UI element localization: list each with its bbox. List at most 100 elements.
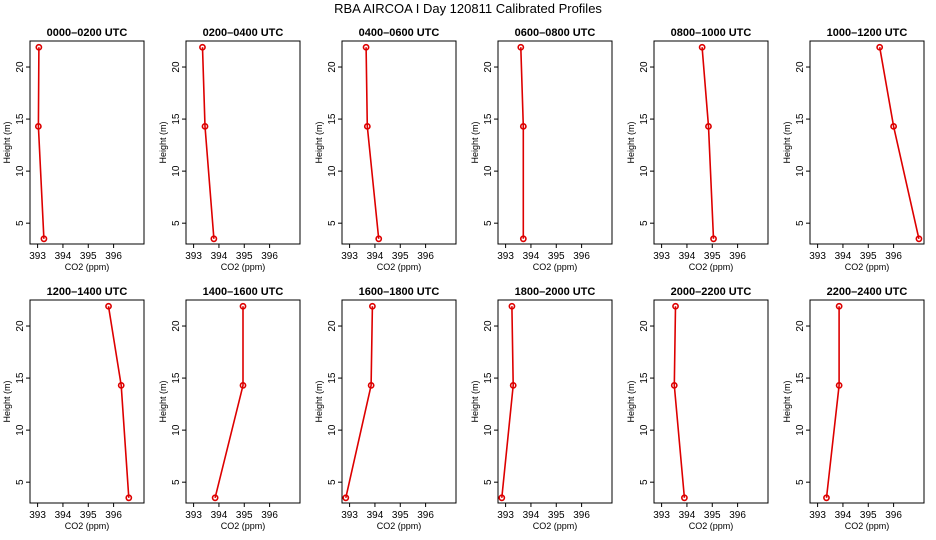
- profile-line: [214, 306, 244, 498]
- x-tick-label: 395: [80, 251, 97, 262]
- chart-panel: 1200–1400 UTC 393 394 395 396 5 10 15 20 CO2 (ppm…: [2, 286, 145, 531]
- data-point: [672, 302, 679, 310]
- data-point: [363, 122, 371, 130]
- data-point: [199, 43, 206, 51]
- x-tick-label: 393: [653, 510, 670, 521]
- y-tick-label: 5: [171, 479, 182, 485]
- x-tick-label: 394: [367, 510, 384, 521]
- x-tick-label: 396: [573, 251, 590, 262]
- x-axis-label: CO2 (ppm): [221, 262, 266, 272]
- data-point: [210, 235, 218, 243]
- x-tick-label: 396: [261, 251, 278, 262]
- x-tick-label: 393: [809, 510, 826, 521]
- x-tick-label: 396: [417, 251, 434, 262]
- y-tick-label: 15: [15, 372, 26, 384]
- plot-frame: [29, 299, 145, 504]
- data-point: [342, 494, 350, 502]
- data-point: [519, 122, 527, 130]
- x-axis-label: CO2 (ppm): [221, 521, 266, 531]
- data-point: [519, 235, 527, 243]
- x-tick-label: 395: [392, 510, 409, 521]
- x-axis-label: CO2 (ppm): [845, 262, 890, 272]
- y-axis-label: Height (m): [782, 121, 792, 163]
- y-tick-label: 20: [15, 61, 26, 73]
- data-point: [681, 494, 688, 502]
- profile-line: [825, 306, 840, 498]
- panels: 0000–0200 UTC 393 394 395 396 5 10 15 20 CO2 (ppm…: [2, 27, 925, 531]
- x-tick-label: 394: [679, 510, 696, 521]
- data-point: [211, 494, 219, 502]
- data-point: [368, 302, 376, 310]
- y-tick-label: 5: [15, 220, 26, 226]
- panel-title: 1400–1600 UTC: [203, 286, 284, 298]
- profile-line: [878, 47, 920, 239]
- x-axis-label: CO2 (ppm): [377, 262, 422, 272]
- chart-panel: 0000–0200 UTC 393 394 395 396 5 10 15 20 CO2 (ppm…: [2, 27, 145, 272]
- profile-line: [701, 47, 715, 239]
- panel-title: 1800–2000 UTC: [515, 286, 596, 298]
- y-axis-label: Height (m): [158, 121, 168, 163]
- x-tick-label: 396: [417, 510, 434, 521]
- y-axis-label: Height (m): [158, 380, 168, 422]
- x-axis-label: CO2 (ppm): [533, 262, 578, 272]
- chart-panel: 0800–1000 UTC 393 394 395 396 5 10 15 20 CO2 (ppm…: [626, 27, 769, 272]
- y-tick-label: 15: [327, 372, 338, 384]
- profile-line: [201, 47, 215, 239]
- y-axis-label: Height (m): [782, 380, 792, 422]
- x-tick-label: 393: [185, 510, 202, 521]
- chart-panel: 1800–2000 UTC 393 394 395 396 5 10 15 20 CO2 (ppm…: [470, 286, 613, 531]
- y-tick-label: 5: [795, 479, 806, 485]
- y-axis-label: Height (m): [470, 121, 480, 163]
- data-point: [517, 43, 525, 51]
- y-tick-label: 10: [327, 424, 338, 436]
- x-tick-label: 395: [548, 251, 565, 262]
- data-point: [835, 381, 843, 389]
- y-tick-label: 20: [15, 320, 26, 332]
- x-axis-label: CO2 (ppm): [689, 521, 734, 531]
- x-tick-label: 394: [835, 251, 852, 262]
- chart-panel: 0200–0400 UTC 393 394 395 396 5 10 15 20 CO2 (ppm…: [158, 27, 301, 272]
- chart-panel: 1600–1800 UTC 393 394 395 396 5 10 15 20 CO2 (ppm…: [314, 286, 457, 531]
- y-tick-label: 15: [171, 113, 182, 125]
- x-tick-label: 395: [704, 510, 721, 521]
- x-tick-label: 394: [55, 510, 72, 521]
- data-point: [498, 494, 506, 502]
- y-tick-label: 20: [327, 320, 338, 332]
- y-tick-label: 15: [327, 113, 338, 125]
- x-tick-label: 395: [548, 510, 565, 521]
- x-tick-label: 394: [211, 251, 228, 262]
- x-tick-label: 396: [105, 510, 122, 521]
- panel-title: 2200–2400 UTC: [827, 286, 908, 298]
- y-tick-label: 20: [483, 320, 494, 332]
- x-tick-label: 393: [185, 251, 202, 262]
- profile-line: [520, 47, 525, 239]
- y-tick-label: 20: [795, 320, 806, 332]
- x-tick-label: 393: [29, 251, 46, 262]
- x-tick-label: 393: [809, 251, 826, 262]
- data-point: [105, 302, 112, 310]
- data-point: [890, 122, 897, 130]
- y-axis-label: Height (m): [626, 380, 636, 422]
- panel-title: 1600–1800 UTC: [359, 286, 440, 298]
- y-tick-label: 15: [171, 372, 182, 384]
- y-tick-label: 5: [483, 220, 494, 226]
- chart-panel: 2200–2400 UTC 393 394 395 396 5 10 15 20 CO2 (ppm…: [782, 286, 925, 531]
- data-point: [35, 43, 43, 51]
- profile-line: [501, 306, 515, 498]
- y-tick-label: 10: [171, 424, 182, 436]
- y-tick-label: 5: [483, 479, 494, 485]
- panel-title: 1200–1400 UTC: [47, 286, 128, 298]
- data-point: [705, 122, 712, 130]
- x-tick-label: 395: [236, 510, 253, 521]
- x-tick-label: 393: [653, 251, 670, 262]
- data-point: [367, 381, 375, 389]
- x-tick-label: 394: [55, 251, 72, 262]
- y-tick-label: 10: [327, 165, 338, 177]
- plot-frame: [185, 40, 301, 245]
- y-tick-label: 15: [795, 372, 806, 384]
- y-tick-label: 10: [15, 165, 26, 177]
- x-tick-label: 395: [704, 251, 721, 262]
- y-tick-label: 10: [483, 165, 494, 177]
- profile-line: [673, 306, 686, 498]
